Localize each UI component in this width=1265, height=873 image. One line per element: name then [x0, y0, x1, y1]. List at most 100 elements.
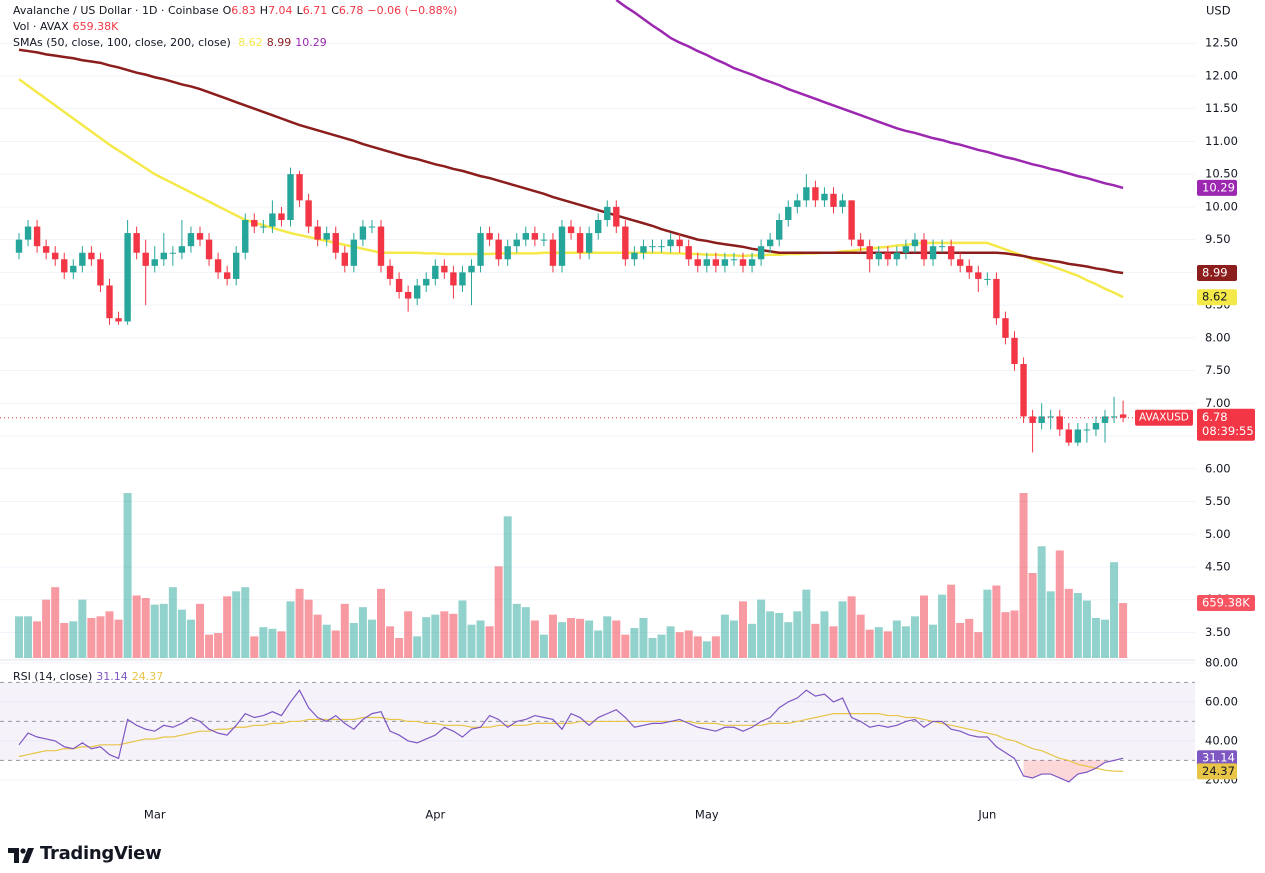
candle-body	[884, 252, 891, 260]
candle-body	[703, 259, 710, 266]
volume-bar	[150, 604, 159, 658]
rsi-tick-label: 40.00	[1205, 733, 1238, 747]
volume-bar	[286, 601, 295, 658]
volume-bar	[938, 594, 947, 658]
candle-body	[857, 239, 864, 247]
candle-body	[70, 265, 77, 273]
volume-bar	[929, 624, 938, 658]
sma-tag-box	[1197, 289, 1237, 306]
volume-bar	[105, 611, 114, 658]
y-tick-label: 4.50	[1205, 559, 1231, 573]
volume-bar	[322, 624, 331, 658]
ohlc-value: 6.83	[231, 4, 256, 17]
volume-bar	[892, 620, 901, 658]
volume-bar	[983, 589, 992, 658]
candle-body	[287, 174, 294, 220]
candle-body	[314, 226, 321, 240]
legend-line: Vol · AVAX 659.38K	[13, 19, 461, 35]
volume-bar	[304, 599, 313, 658]
candle-body	[495, 239, 502, 260]
candle-body	[676, 239, 683, 247]
ohlc-value: 6.71	[302, 4, 328, 17]
volume-bar	[530, 620, 539, 658]
volume-bar	[295, 588, 304, 658]
rsi-legend: RSI (14, close) 31.14 24.37	[13, 669, 167, 685]
sma-tag: 8.99	[1202, 266, 1228, 280]
candle-body	[450, 272, 457, 286]
x-tick-label: Jun	[977, 808, 996, 822]
volume-bar	[1119, 603, 1128, 658]
candle-body	[15, 239, 23, 253]
candle-body	[251, 219, 258, 227]
candle-body	[739, 259, 747, 266]
volume-bar	[829, 626, 838, 658]
volume-bar	[422, 617, 431, 658]
rsi-value: 31.14	[96, 670, 128, 683]
volume-bar	[802, 589, 811, 658]
candle-body	[477, 233, 484, 266]
volume-bar	[558, 622, 566, 658]
sma-tag: 8.62	[1202, 290, 1228, 304]
volume-bar	[494, 566, 503, 658]
volume-bar	[1046, 591, 1055, 658]
volume-bar	[956, 623, 965, 658]
countdown: 08:39:55	[1202, 424, 1254, 438]
candle-body	[404, 292, 412, 299]
volume-bar	[974, 632, 983, 658]
volume-bar	[1055, 550, 1064, 658]
candle-body	[115, 318, 122, 322]
y-tick-label: 7.00	[1205, 396, 1231, 410]
volume-bar	[1028, 573, 1037, 658]
candle-body	[323, 233, 330, 240]
candle-body	[748, 259, 756, 266]
candle-body	[386, 265, 394, 279]
volume-bar	[476, 620, 485, 658]
volume-bar	[1010, 610, 1019, 658]
volume-bar	[1101, 619, 1109, 658]
candle-body	[1038, 416, 1045, 423]
candle-body	[423, 278, 430, 286]
candle-body	[350, 239, 358, 266]
volume-bar	[856, 614, 865, 658]
volume-bar	[729, 620, 738, 658]
candle-body	[223, 272, 231, 279]
candle-body	[631, 252, 638, 260]
volume-bar	[693, 636, 702, 658]
candle-body	[902, 246, 910, 253]
y-tick-label: 10.50	[1205, 167, 1238, 181]
candle-body	[1083, 429, 1091, 431]
volume-bar	[657, 634, 666, 658]
volume-bar	[196, 603, 204, 658]
rsi-tag-box	[1197, 750, 1237, 767]
volume-bar	[838, 601, 847, 658]
candle-body	[278, 213, 285, 220]
candle-body	[133, 233, 140, 253]
volume-bar	[757, 599, 766, 658]
volume-bar	[548, 614, 557, 658]
volume-bar	[404, 611, 413, 658]
volume-bar	[702, 641, 711, 658]
candle-body	[522, 233, 529, 240]
candle-body	[504, 246, 511, 260]
volume-bar	[413, 636, 422, 658]
x-tick-label: Apr	[425, 808, 445, 822]
y-tick-label: 5.50	[1205, 494, 1231, 508]
candle-body	[721, 259, 729, 266]
candle-body	[685, 246, 692, 260]
candle-body	[549, 239, 557, 266]
candle-body	[1065, 429, 1072, 443]
volume-bar	[485, 626, 494, 658]
volume-bar	[358, 607, 367, 658]
volume-bar	[349, 623, 358, 658]
candle-body	[938, 246, 946, 248]
candle-body	[893, 252, 901, 260]
volume-bar	[1073, 593, 1082, 658]
volume-bar	[1001, 612, 1010, 658]
volume-bar	[51, 587, 60, 658]
candle-body	[776, 219, 783, 240]
candle-body	[576, 233, 584, 253]
candle-body	[920, 239, 928, 260]
candle-body	[640, 246, 647, 253]
candle-body	[106, 285, 113, 319]
